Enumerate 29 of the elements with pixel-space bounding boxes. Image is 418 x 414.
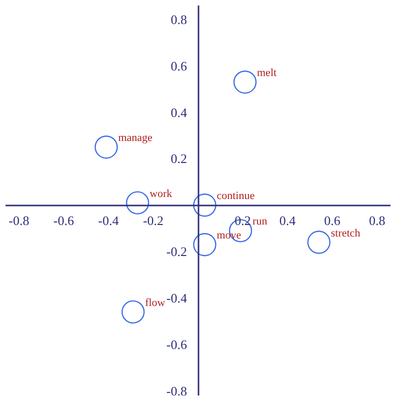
point — [126, 191, 150, 214]
data-label: flow — [145, 296, 166, 309]
data-label: stretch — [330, 227, 361, 240]
point — [307, 230, 330, 254]
point — [94, 136, 118, 159]
data-label: work — [150, 188, 173, 200]
data-label: run — [252, 216, 268, 228]
data-label: manage — [118, 132, 153, 144]
point — [193, 194, 216, 217]
x-tick-label: -0.4 — [98, 213, 120, 228]
x-tick-label: -0.8 — [8, 213, 30, 228]
y-tick-label: -0.2 — [166, 244, 188, 260]
y-tick-label: -0.4 — [166, 290, 188, 306]
y-tick-label: -0.6 — [166, 336, 188, 352]
x-tick-label: 0.6 — [324, 213, 341, 228]
x-tick-label: -0.2 — [142, 213, 164, 228]
data-label: continue — [216, 190, 255, 202]
x-tick-label: 0.4 — [279, 213, 296, 228]
x-tick-label: 0.8 — [368, 213, 386, 228]
x-tick-label: -0.6 — [53, 213, 74, 228]
point — [121, 300, 145, 324]
y-tick-label: 0.2 — [170, 151, 187, 166]
y-tick-label: 0.4 — [170, 104, 188, 120]
y-tick-label: 0.6 — [170, 58, 188, 74]
point — [233, 70, 257, 94]
data-label: melt — [257, 67, 277, 80]
y-tick-label: -0.8 — [166, 383, 188, 398]
y-tick-label: 0.8 — [170, 12, 187, 27]
point — [193, 233, 216, 256]
